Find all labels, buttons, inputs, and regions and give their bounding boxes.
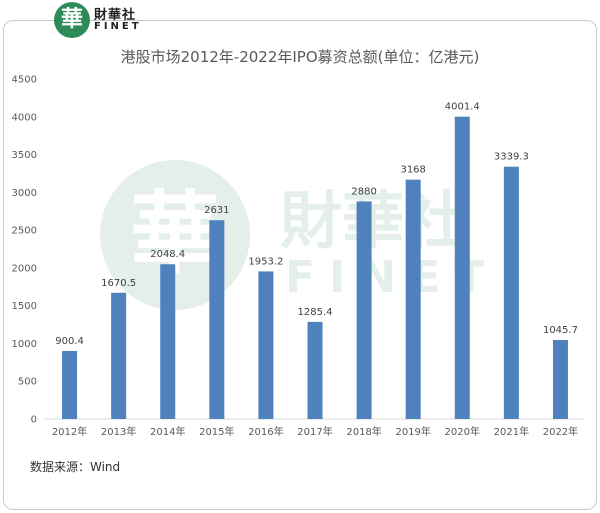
x-tick-label: 2013年 (101, 425, 136, 438)
data-label: 1953.2 (248, 256, 283, 267)
chart-title: 港股市场2012年-2022年IPO募资总额(单位：亿港元) (120, 48, 480, 66)
finet-logo: 華 財華社 FINET (40, 0, 160, 44)
x-tick-label: 2012年 (52, 425, 87, 438)
y-tick-label: 4000 (12, 112, 37, 123)
y-axis: 0 500 1000 1500 2000 2500 3000 3500 4000 4500 (12, 75, 37, 426)
data-label: 900.4 (55, 336, 84, 347)
bar (209, 220, 225, 419)
logo-seal: 華 (54, 2, 90, 38)
logo-name-en: FINET (94, 21, 142, 32)
chart-frame (3, 20, 597, 510)
x-tick-label: 2014年 (150, 425, 185, 438)
x-tick-label: 2019年 (395, 425, 430, 438)
bar (405, 179, 421, 419)
x-tick-label: 2017年 (297, 425, 332, 438)
y-tick-label: 1500 (12, 301, 37, 312)
y-tick-label: 3000 (12, 188, 37, 199)
x-axis: 2012年 2013年 2014年 2015年 2016年 2017年 2018年 2019年… (45, 418, 585, 438)
bars (62, 116, 568, 419)
data-label: 2048.4 (150, 249, 185, 260)
y-tick-label: 0 (31, 415, 37, 426)
bar (307, 321, 323, 419)
y-tick-label: 500 (18, 377, 37, 388)
y-tick-label: 3500 (12, 150, 37, 161)
bar (454, 116, 470, 419)
data-labels: 900.4 1670.5 2048.4 2631 1953.2 1285.4 2880 316… (55, 102, 578, 347)
x-tick-label: 2016年 (248, 425, 283, 438)
x-tick-label: 2015年 (199, 425, 234, 438)
logo-name-cn: 財華社 (94, 8, 137, 23)
data-label: 3168 (400, 165, 425, 176)
y-tick-label: 2000 (12, 263, 37, 274)
source-note: 数据来源：Wind (30, 460, 121, 474)
x-tick-label: 2018年 (346, 425, 381, 438)
y-tick-label: 4500 (12, 75, 37, 86)
bar (356, 201, 372, 419)
data-label: 1045.7 (543, 325, 578, 336)
y-tick-label: 2500 (12, 226, 37, 237)
data-label: 1285.4 (298, 307, 333, 318)
bar (111, 292, 127, 419)
bar (552, 339, 568, 419)
x-tick-label: 2020年 (445, 425, 480, 438)
data-label: 4001.4 (445, 102, 480, 113)
data-label: 2880 (351, 186, 376, 197)
data-label: 3339.3 (494, 152, 529, 163)
bar (258, 271, 274, 419)
x-tick-label: 2021年 (494, 425, 529, 438)
y-tick-label: 1000 (12, 339, 37, 350)
bar (62, 350, 78, 419)
x-tick-label: 2022年 (543, 425, 578, 438)
data-label: 1670.5 (101, 278, 136, 289)
bar (503, 166, 519, 419)
data-label: 2631 (204, 205, 229, 216)
bar (160, 264, 176, 419)
